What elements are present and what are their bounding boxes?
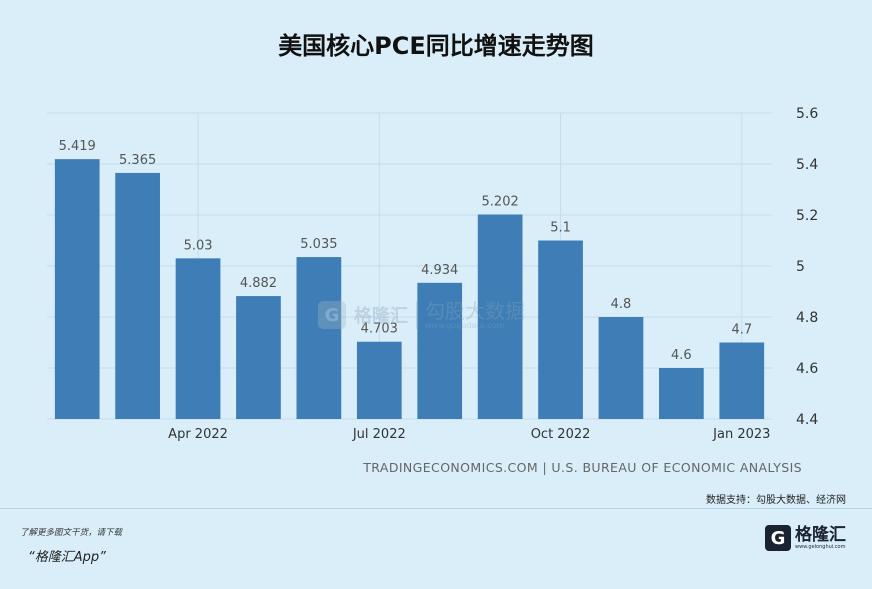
bar-value-label: 4.6 bbox=[671, 348, 692, 363]
bar-chart: 4.4 4.6 4.8 5 5.2 5.4 5.6 5.419 5.365 5.03 4.882 5.… bbox=[47, 106, 818, 442]
bar-value-label: 4.934 bbox=[421, 263, 458, 278]
bar-value-label: 5.035 bbox=[300, 237, 337, 252]
chart-title: 美国核心PCE同比增速走势图 bbox=[278, 32, 594, 60]
bar bbox=[296, 257, 342, 419]
bar bbox=[598, 317, 644, 419]
bar-value-label: 4.7 bbox=[731, 323, 752, 338]
bar bbox=[538, 240, 583, 419]
x-tick-label: Apr 2022 bbox=[168, 427, 228, 442]
data-support-text: 数据支持：勾股大数据、经济网 bbox=[706, 495, 846, 506]
brand: G 格隆汇 www.gelonghui.com bbox=[765, 525, 846, 551]
brand-logo-icon: G bbox=[765, 525, 791, 551]
bar-value-label: 5.419 bbox=[59, 139, 96, 154]
y-tick-label: 4.8 bbox=[796, 310, 818, 326]
bar-value-label: 5.03 bbox=[184, 238, 213, 253]
bar bbox=[54, 159, 100, 419]
bar bbox=[356, 341, 402, 419]
promo-app: “格隆汇App” bbox=[28, 550, 106, 565]
x-tick-label: Oct 2022 bbox=[531, 427, 591, 442]
y-tick-label: 5.6 bbox=[796, 106, 818, 122]
y-tick-label: 4.4 bbox=[796, 412, 818, 428]
bar-value-label: 4.703 bbox=[361, 322, 398, 337]
bar bbox=[115, 172, 160, 419]
bar bbox=[175, 258, 221, 419]
footer-divider bbox=[0, 508, 872, 509]
bar bbox=[659, 368, 704, 419]
brand-name: 格隆汇 bbox=[795, 524, 846, 545]
bar-value-label: 5.1 bbox=[550, 221, 571, 236]
bar bbox=[477, 214, 523, 419]
y-tick-label: 5 bbox=[796, 259, 805, 275]
promo-line: 了解更多图文干货，请下载 bbox=[20, 528, 123, 538]
bar-value-label: 5.202 bbox=[482, 194, 519, 209]
x-tick-label: Jul 2022 bbox=[352, 427, 406, 442]
bar-value-label: 4.8 bbox=[611, 297, 632, 312]
x-tick-label: Jan 2023 bbox=[712, 427, 770, 442]
bar bbox=[719, 342, 765, 419]
bar bbox=[417, 282, 463, 419]
bar bbox=[236, 296, 281, 419]
y-tick-label: 5.4 bbox=[796, 157, 818, 173]
bar-value-label: 5.365 bbox=[119, 153, 156, 168]
bar-value-label: 4.882 bbox=[240, 276, 277, 291]
brand-site: www.gelonghui.com bbox=[795, 543, 846, 550]
source-text: TRADINGECONOMICS.COM | U.S. BUREAU OF EC… bbox=[363, 460, 802, 475]
y-tick-label: 4.6 bbox=[796, 361, 818, 377]
y-tick-label: 5.2 bbox=[796, 208, 818, 224]
